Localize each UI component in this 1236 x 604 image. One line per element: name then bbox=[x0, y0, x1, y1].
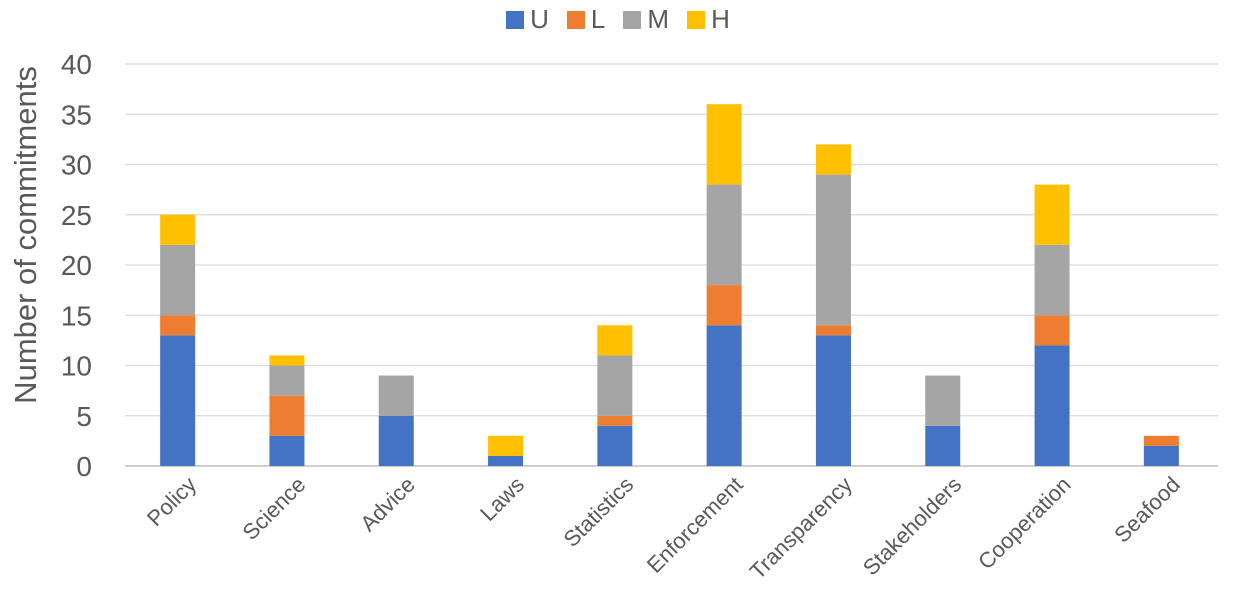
bar-policy-u bbox=[160, 335, 196, 466]
bar-laws-h bbox=[488, 435, 524, 456]
y-tick-label: 15 bbox=[61, 300, 92, 331]
legend-label-u: U bbox=[530, 4, 549, 34]
x-tick-label-enforcement: Enforcement bbox=[642, 472, 748, 578]
y-tick-label: 5 bbox=[76, 401, 92, 432]
bar-cooperation-u bbox=[1034, 345, 1070, 466]
bar-seafood-u bbox=[1143, 445, 1179, 466]
legend: U L M H bbox=[0, 4, 1236, 35]
legend-label-h: H bbox=[711, 4, 730, 34]
y-tick-label: 40 bbox=[61, 49, 92, 80]
legend-item-h: H bbox=[687, 4, 730, 35]
bar-statistics-u bbox=[597, 425, 633, 466]
x-tick-label-seafood: Seafood bbox=[1109, 472, 1185, 548]
legend-swatch-l bbox=[566, 10, 585, 29]
bar-transparency-m bbox=[815, 174, 851, 326]
legend-label-l: L bbox=[590, 4, 606, 34]
bar-science-m bbox=[269, 365, 305, 396]
legend-item-m: M bbox=[623, 4, 669, 35]
bar-advice-m bbox=[378, 375, 414, 416]
y-tick-label: 20 bbox=[61, 250, 92, 281]
legend-item-l: L bbox=[566, 4, 606, 35]
bar-enforcement-l bbox=[706, 285, 742, 326]
y-tick-label: 25 bbox=[61, 200, 92, 231]
bar-cooperation-l bbox=[1034, 315, 1070, 346]
bar-science-l bbox=[269, 395, 305, 436]
bar-enforcement-m bbox=[706, 184, 742, 286]
bar-transparency-u bbox=[815, 335, 851, 466]
legend-swatch-m bbox=[623, 10, 642, 29]
bar-science-h bbox=[269, 355, 305, 366]
bar-cooperation-m bbox=[1034, 244, 1070, 316]
x-tick-label-laws: Laws bbox=[475, 472, 529, 526]
bars bbox=[160, 104, 1179, 466]
bar-laws-u bbox=[488, 455, 524, 466]
bar-advice-u bbox=[378, 415, 414, 466]
x-tick-label-advice: Advice bbox=[355, 472, 419, 536]
bar-science-u bbox=[269, 435, 305, 466]
bar-statistics-h bbox=[597, 325, 633, 356]
bar-policy-l bbox=[160, 315, 196, 336]
bar-enforcement-u bbox=[706, 325, 742, 466]
y-tick-label: 35 bbox=[61, 99, 92, 130]
bar-transparency-h bbox=[815, 144, 851, 175]
x-tick-labels: Policy Science Advice Laws Statistics Enforce… bbox=[142, 472, 1185, 584]
y-tick-label: 30 bbox=[61, 150, 92, 181]
x-tick-label-cooperation: Cooperation bbox=[973, 472, 1075, 574]
bar-policy-m bbox=[160, 244, 196, 316]
legend-swatch-h bbox=[687, 10, 706, 29]
bar-enforcement-h bbox=[706, 104, 742, 185]
y-tick-labels: 0 5 10 15 20 25 30 35 40 bbox=[61, 49, 92, 482]
y-tick-label: 10 bbox=[61, 351, 92, 382]
legend-label-m: M bbox=[647, 4, 670, 34]
bar-seafood-l bbox=[1143, 435, 1179, 446]
bar-transparency-l bbox=[815, 325, 851, 336]
y-axis-title: Number of commitments bbox=[8, 66, 43, 404]
bar-policy-h bbox=[160, 214, 196, 245]
bar-statistics-m bbox=[597, 355, 633, 416]
legend-item-u: U bbox=[506, 4, 549, 35]
bar-statistics-l bbox=[597, 415, 633, 426]
x-tick-label-science: Science bbox=[237, 472, 310, 545]
gridlines bbox=[125, 63, 1218, 467]
x-tick-label-transparency: Transparency bbox=[745, 472, 857, 584]
bar-stakeholders-m bbox=[925, 375, 961, 426]
x-tick-label-statistics: Statistics bbox=[558, 472, 638, 552]
x-tick-label-stakeholders: Stakeholders bbox=[858, 472, 966, 580]
bar-stakeholders-u bbox=[925, 425, 961, 466]
legend-swatch-u bbox=[506, 10, 525, 29]
x-tick-label-policy: Policy bbox=[142, 472, 201, 531]
bar-cooperation-h bbox=[1034, 184, 1070, 245]
y-tick-label: 0 bbox=[76, 451, 92, 482]
